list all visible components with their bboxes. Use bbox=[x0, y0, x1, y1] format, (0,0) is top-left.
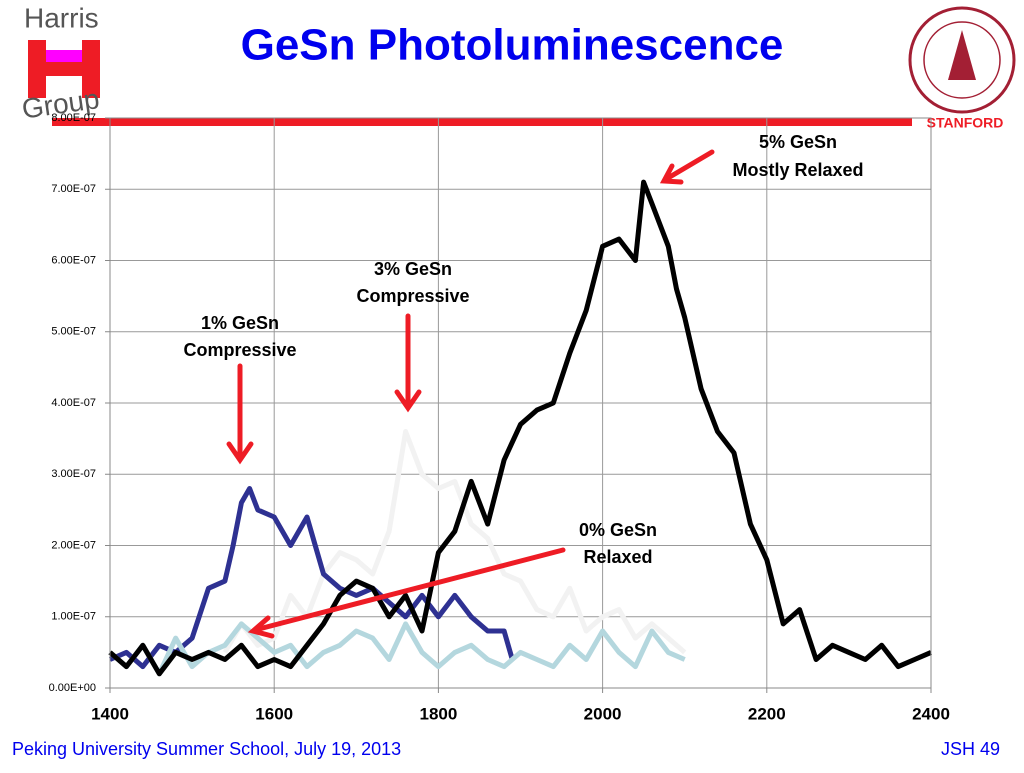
annotation: 3% GeSn bbox=[374, 259, 452, 279]
arrows bbox=[226, 149, 715, 639]
arrow-head bbox=[394, 389, 422, 413]
harris-logo: Harris Group bbox=[20, 2, 101, 124]
x-tick-label: 1600 bbox=[255, 704, 293, 723]
arrow bbox=[252, 547, 566, 633]
plot bbox=[108, 179, 932, 677]
annotation: 1% GeSn bbox=[201, 313, 279, 333]
logo-shape bbox=[46, 62, 82, 76]
x-tick-label: 2000 bbox=[584, 704, 622, 723]
annotation: Compressive bbox=[356, 286, 469, 306]
seal-ring bbox=[923, 21, 1001, 99]
annotation: 5% GeSn bbox=[759, 132, 837, 152]
annotation: Relaxed bbox=[583, 547, 652, 567]
plot-frame bbox=[109, 117, 932, 689]
series-line bbox=[108, 179, 932, 677]
arrow-head bbox=[659, 163, 684, 185]
logo-shape bbox=[82, 40, 100, 98]
y-tick-label: 5.00E-07 bbox=[51, 326, 96, 338]
annotation: 0% GeSn bbox=[579, 520, 657, 540]
y-tick-label: 3.00E-07 bbox=[51, 468, 96, 480]
series-line bbox=[109, 486, 515, 670]
red-bar bbox=[52, 118, 912, 126]
logo-shape bbox=[46, 50, 82, 62]
y-tick-label: 4.00E-07 bbox=[51, 397, 96, 409]
y-tick-label: 6.00E-07 bbox=[51, 254, 96, 266]
x-tick-label: 1400 bbox=[91, 704, 129, 723]
y-tick-label: 8.00E-07 bbox=[51, 112, 96, 124]
seal-tree bbox=[948, 30, 976, 80]
y-tick-label: 2.00E-07 bbox=[51, 539, 96, 551]
stanford-seal bbox=[908, 6, 1016, 114]
y-tick-label: 0.00E+00 bbox=[49, 682, 96, 694]
arrow-head bbox=[226, 441, 254, 465]
logo-shape bbox=[28, 40, 46, 98]
y-tick-label: 1.00E-07 bbox=[51, 611, 96, 623]
x-tick-label: 2400 bbox=[912, 704, 950, 723]
x-tick-label: 1800 bbox=[419, 704, 457, 723]
seal-ring bbox=[908, 6, 1016, 114]
arrow bbox=[665, 149, 715, 181]
stanford-label: STANFORD bbox=[927, 115, 1004, 131]
chart-title: GeSn Photoluminescence bbox=[241, 21, 784, 70]
series-line bbox=[222, 429, 687, 655]
annotation: Mostly Relaxed bbox=[732, 160, 863, 180]
annotation: Compressive bbox=[183, 340, 296, 360]
arrow-head bbox=[247, 615, 275, 639]
footer-left: Peking University Summer School, July 19… bbox=[12, 739, 401, 759]
y-tick-label: 7.00E-07 bbox=[51, 183, 96, 195]
logo-text: Harris bbox=[24, 2, 99, 33]
footer-right: JSH 49 bbox=[941, 739, 1000, 759]
x-tick-label: 2200 bbox=[748, 704, 786, 723]
